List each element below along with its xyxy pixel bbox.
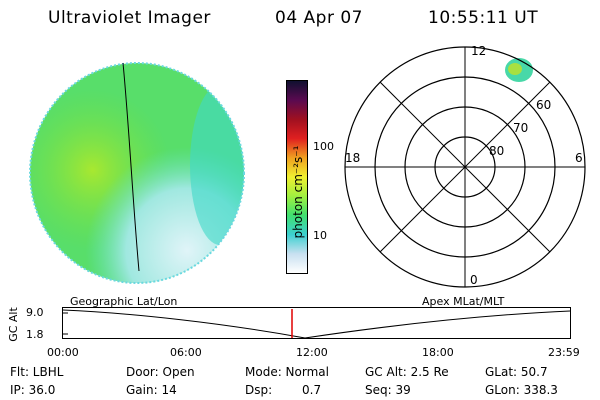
time-label: 10:55:11 UT: [428, 8, 539, 28]
timeline-xtick-1800: 18:00: [422, 346, 454, 359]
altitude-timeline: [62, 307, 571, 339]
lat-label-70: 70: [513, 121, 528, 135]
info-dsp-label: Dsp:: [245, 383, 273, 397]
info-door: Door: Open: [126, 365, 195, 379]
info-ip: IP: 36.0: [10, 383, 56, 397]
info-glat: GLat: 50.7: [485, 365, 548, 379]
color-scale-bar: [286, 80, 308, 274]
info-dsp-value: 0.7: [302, 383, 322, 397]
timeline-ytick-min: 1.8: [26, 328, 44, 341]
timeline-axis-label: GC Alt: [6, 307, 20, 342]
timeline-xtick-0600: 06:00: [170, 346, 202, 359]
colorbar-tick-10: 10: [313, 229, 327, 242]
mlt-label-0: 0: [470, 273, 478, 287]
info-gain: Gain: 14: [126, 383, 177, 397]
timeline-right-title: Apex MLat/MLT: [422, 295, 505, 308]
timeline-ytick-max: 9.0: [26, 306, 44, 319]
info-mode: Mode: Normal: [245, 365, 329, 379]
timeline-xtick-1200: 12:00: [296, 346, 328, 359]
earth-image: [29, 62, 245, 284]
info-seq: Seq: 39: [365, 383, 411, 397]
mlt-label-12: 12: [471, 45, 486, 58]
mlt-label-6: 6: [575, 151, 583, 165]
instrument-title: Ultraviolet Imager: [48, 8, 211, 28]
timeline-xtick-0000: 00:00: [47, 346, 79, 359]
timeline-left-title: Geographic Lat/Lon: [70, 295, 178, 308]
lat-label-80: 80: [489, 144, 504, 158]
polar-mlt-plot: 12 18 6 0 60 70 80: [344, 45, 586, 288]
date-label: 04 Apr 07: [275, 8, 363, 28]
info-filter: Flt: LBHL: [10, 365, 64, 379]
lat-label-60: 60: [536, 98, 551, 112]
timeline-xtick-2359: 23:59: [548, 346, 580, 359]
info-glon: GLon: 338.3: [485, 383, 558, 397]
info-gc-alt: GC Alt: 2.5 Re: [365, 365, 449, 379]
mlt-label-18: 18: [345, 151, 360, 165]
colorbar-unit-label: photon cm⁻²s⁻¹: [291, 145, 305, 239]
colorbar-tick-100: 100: [313, 140, 334, 153]
